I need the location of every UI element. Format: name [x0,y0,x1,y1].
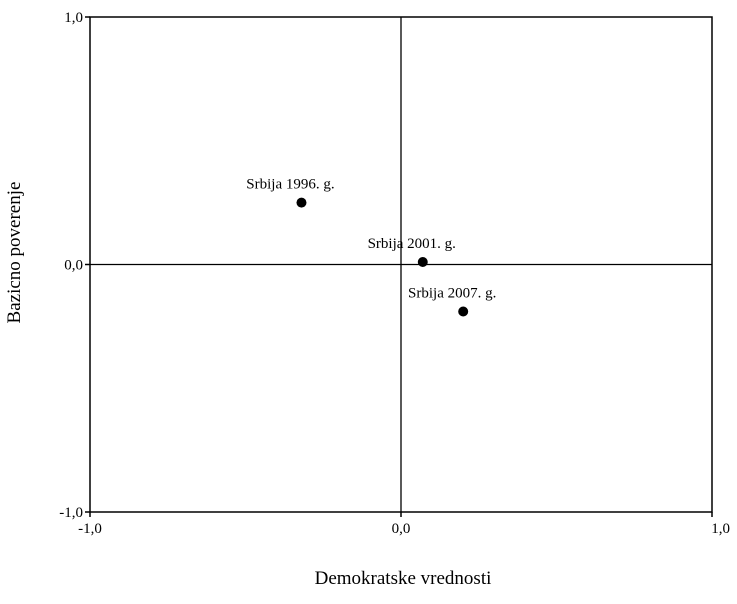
x-tick-label: -1,0 [78,521,102,537]
data-point-label: Srbija 2001. g. [368,236,456,252]
x-tick-label: 1,0 [711,521,730,537]
data-point-label: Srbija 1996. g. [246,177,334,193]
y-tick-label: -1,0 [59,505,83,521]
y-axis-label: Bazicno poverenje [4,182,25,324]
data-point-label: Srbija 2007. g. [408,286,496,302]
data-point [296,197,307,208]
x-axis-label: Demokratske vrednosti [315,568,492,589]
data-point [458,306,469,317]
data-point [417,257,428,268]
plot-area [89,16,713,513]
x-tick-label: 0,0 [392,521,411,537]
x-axis-ticks: -1,0 0,0 1,0 [78,512,730,537]
y-axis-ticks: -1,0 0,0 1,0 [59,10,90,521]
y-tick-label: 1,0 [64,10,83,26]
y-tick-label: 0,0 [64,258,83,274]
data-points: Srbija 1996. g. Srbija 2001. g. Srbija 200… [246,177,496,317]
